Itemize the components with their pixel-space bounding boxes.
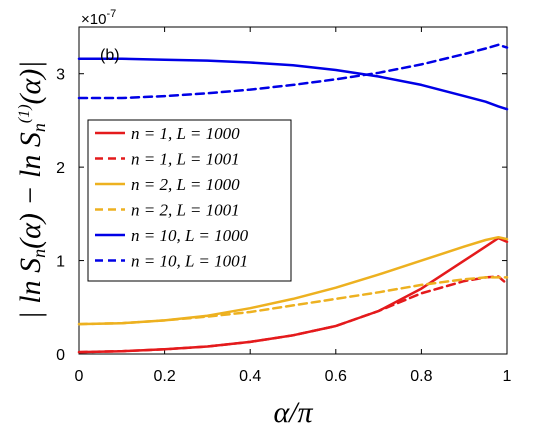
x-tick-label: 0.6 (325, 368, 347, 385)
panel-label: (b) (100, 47, 120, 64)
series-line-4 (77, 57, 509, 111)
ticks: 0 0.2 0.4 0.6 0.8 1 0 1 2 3 (56, 27, 512, 385)
legend-label: n = 2, L = 1001 (131, 201, 240, 220)
y-tick-label: 2 (56, 160, 65, 177)
legend-label: n = 1, L = 1001 (131, 150, 240, 169)
y-axis-label: | ln Sn(α) − ln Sn(1)(α)| (14, 60, 49, 319)
legend-label: n = 10, L = 1001 (131, 252, 248, 271)
series-line-5 (77, 43, 509, 100)
y-tick-label: 1 (56, 254, 65, 271)
series-layer (77, 43, 509, 354)
series-line-3 (77, 276, 509, 326)
legend-label: n = 10, L = 1000 (131, 226, 249, 245)
x-tick-label: 0.8 (410, 368, 432, 385)
exponent-power: -7 (106, 8, 116, 20)
y-tick-label: 0 (56, 347, 65, 364)
x-tick-label: 1 (503, 368, 512, 385)
x-axis-label: α/π (273, 396, 313, 429)
y-tick-label: 3 (56, 67, 65, 84)
x-tick-label: 0.2 (153, 368, 175, 385)
legend-box (87, 119, 292, 282)
exponent-label: ×10-7 (81, 8, 116, 28)
legend-label: n = 1, L = 1000 (131, 124, 240, 143)
x-tick-label: 0 (75, 368, 84, 385)
legend-items: n = 1, L = 1000 n = 1, L = 1001 n = 2, L =… (95, 124, 249, 271)
legend-label: n = 2, L = 1000 (131, 175, 240, 194)
legend: n = 1, L = 1000 n = 1, L = 1001 n = 2, L =… (87, 119, 292, 282)
x-tick-label: 0.4 (239, 368, 261, 385)
